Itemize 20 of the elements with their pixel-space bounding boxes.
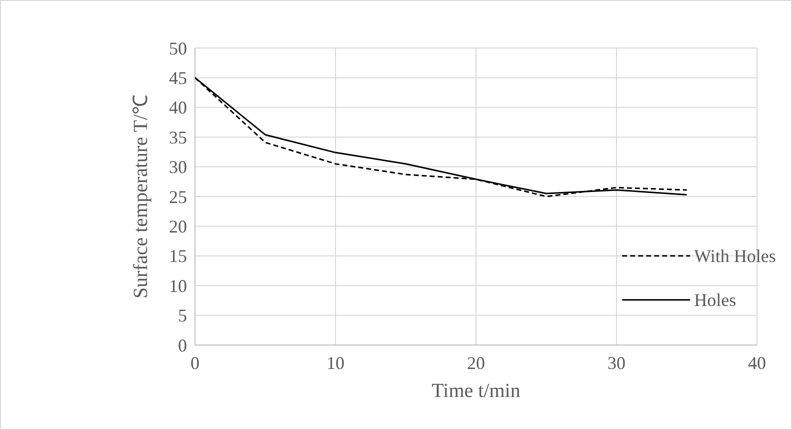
y-tick-label: 5 (178, 306, 187, 326)
y-tick-label: 45 (169, 68, 187, 88)
legend-label: Holes (694, 290, 736, 310)
y-tick-label: 30 (169, 157, 187, 178)
x-tick-label: 40 (748, 353, 766, 373)
y-tick-label: 35 (169, 127, 187, 148)
x-tick-label: 10 (326, 353, 344, 373)
y-tick-label: 40 (169, 98, 187, 118)
x-axis-title: Time t/min (432, 380, 520, 402)
y-tick-label: 10 (169, 276, 187, 296)
x-tick-label: 30 (608, 353, 626, 373)
x-tick-label: 20 (467, 353, 485, 373)
x-tick-label: 0 (190, 353, 200, 373)
legend-label: With Holes (694, 246, 776, 266)
y-tick-label: 50 (169, 38, 187, 58)
y-tick-label: 15 (169, 246, 187, 266)
y-tick-label: 20 (169, 216, 187, 236)
y-tick-label: 0 (178, 335, 187, 356)
y-tick-label: 25 (169, 186, 187, 207)
y-axis-title: Surface temperature T/℃ (130, 94, 152, 298)
